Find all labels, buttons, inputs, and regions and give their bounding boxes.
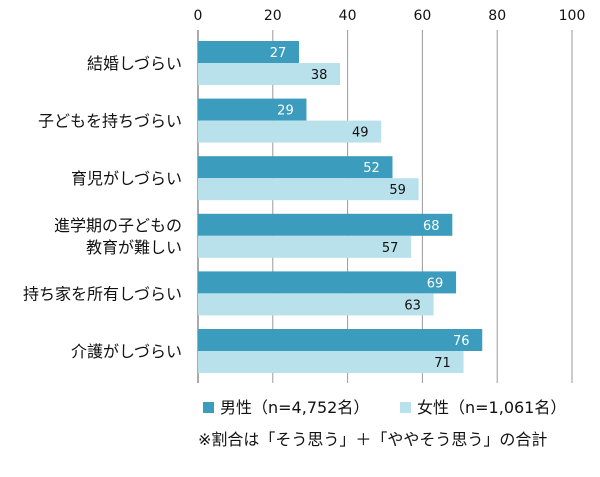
bar-male (198, 156, 393, 179)
x-axis-ticks: 0 20 40 60 80 100 (194, 8, 586, 24)
x-tick-label: 60 (413, 8, 431, 24)
data-label-female: 49 (352, 126, 369, 141)
category-labels: 結婚しづらい子どもを持ちづらい育児がしづらい進学期の子どもの教育が難しい持ち家を… (23, 54, 182, 361)
category-label: 教育が難しい (86, 238, 182, 257)
bar-female (198, 351, 464, 373)
bar-female (198, 293, 434, 316)
bar-male (198, 329, 483, 351)
data-label-male: 76 (453, 334, 470, 349)
bar-female (198, 63, 341, 85)
bar-female (198, 178, 419, 201)
category-label: 育児がしづらい (71, 169, 182, 188)
category-label: 子どもを持ちづらい (38, 112, 182, 131)
bar-female (198, 120, 382, 143)
legend: 男性（n=4,752名） 女性（n=1,061名） (203, 398, 566, 417)
category-label: 介護がしづらい (71, 342, 182, 361)
bar-male (198, 98, 307, 121)
footnote: ※割合は「そう思う」＋「ややそう思う」の合計 (198, 430, 547, 449)
data-label-female: 57 (382, 241, 399, 256)
legend-swatch-male (203, 402, 214, 413)
x-tick-label: 80 (488, 8, 506, 24)
data-label-male: 69 (427, 276, 444, 291)
category-label: 結婚しづらい (87, 54, 182, 73)
x-tick-label: 0 (194, 8, 203, 24)
legend-label-male: 男性（n=4,752名） (220, 398, 369, 417)
bar-male (198, 271, 457, 294)
legend-swatch-female (400, 402, 411, 413)
x-tick-label: 100 (559, 8, 586, 24)
data-label-female: 38 (311, 68, 328, 83)
gridlines (197, 30, 573, 383)
legend-label-female: 女性（n=1,061名） (417, 398, 566, 417)
bar-male (198, 213, 453, 236)
data-label-female: 59 (389, 183, 406, 198)
data-label-male: 29 (277, 104, 294, 119)
data-label-female: 71 (434, 356, 451, 371)
category-label: 持ち家を所有しづらい (23, 284, 182, 303)
data-label-male: 27 (270, 46, 287, 61)
bar-male (198, 41, 299, 63)
data-label-male: 68 (423, 219, 440, 234)
data-label-female: 63 (404, 298, 421, 313)
data-label-male: 52 (363, 161, 380, 176)
x-tick-label: 40 (339, 8, 357, 24)
x-tick-label: 20 (264, 8, 282, 24)
category-label: 進学期の子どもの (54, 216, 182, 235)
bar-female (198, 235, 412, 258)
